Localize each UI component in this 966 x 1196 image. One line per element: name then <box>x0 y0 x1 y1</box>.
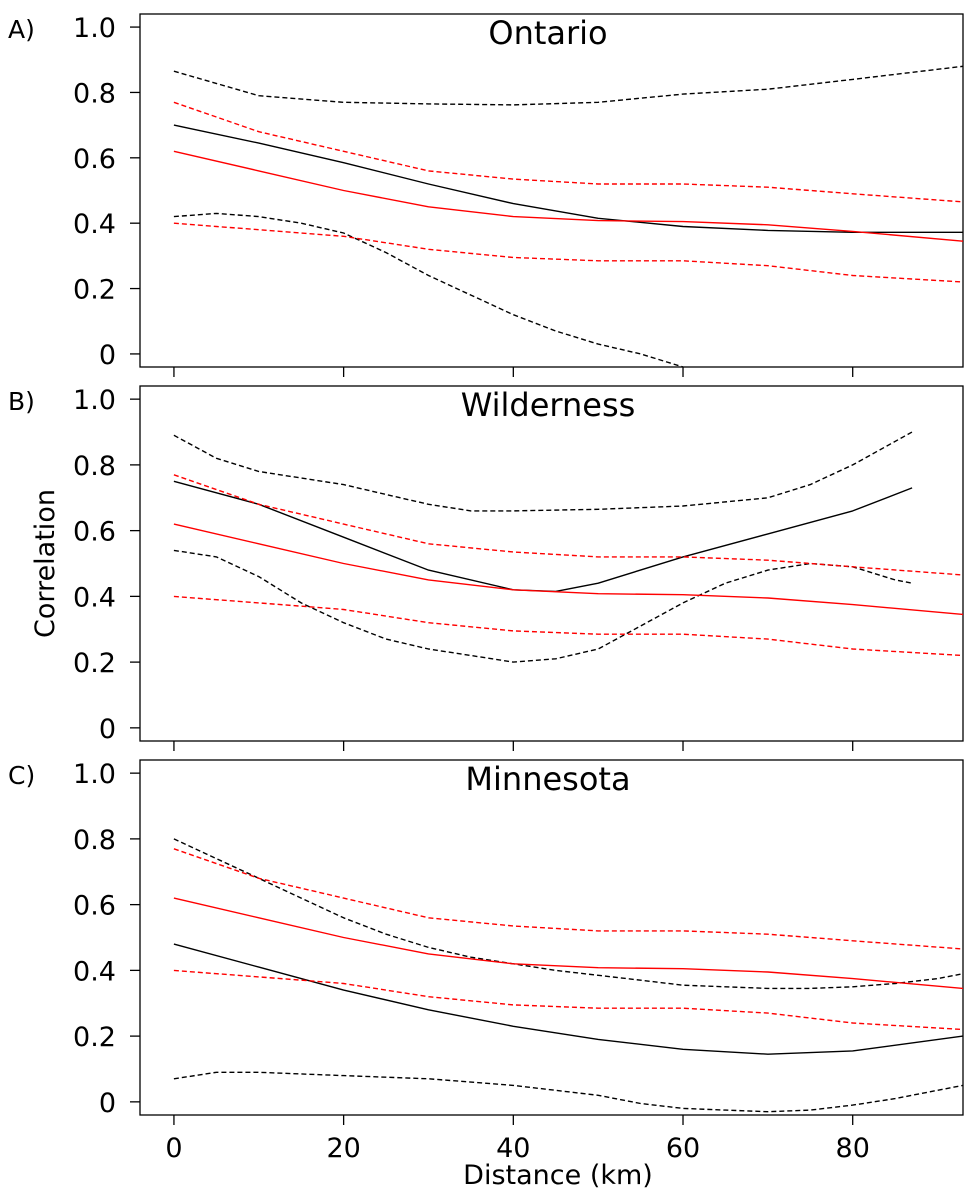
series-line-red-dashed-4 <box>173 848 963 950</box>
panel-0: 0 0.2 0.4 0.6 0.8 1.0 Ontario A) <box>8 13 964 377</box>
x-axis-title: Distance (km) <box>463 1160 653 1191</box>
y-tick-label: 1.0 <box>73 759 116 790</box>
y-tick-label: 0.8 <box>73 78 116 109</box>
y-axis-title: Correlation <box>30 489 61 638</box>
plot-frame <box>139 13 964 368</box>
series-line-black-dashed-1 <box>173 431 913 512</box>
y-tick-label: 0.6 <box>73 891 116 922</box>
series-line-red-dashed-5 <box>173 222 963 283</box>
series-line-red-dashed-5 <box>173 969 963 1031</box>
y-tick-label: 0.2 <box>73 648 116 679</box>
x-tick-label: 60 <box>666 1133 700 1164</box>
panel-label: C) <box>8 761 35 790</box>
x-tick-label: 0 <box>165 1133 182 1164</box>
plot-frame <box>139 385 964 742</box>
series-line-red-dashed-4 <box>173 101 963 203</box>
series-group <box>173 838 963 1113</box>
y-tick-label: 0.6 <box>73 144 116 175</box>
series-group <box>173 431 963 663</box>
y-tick-label: 0.8 <box>73 825 116 856</box>
panel-title: Minnesota <box>465 760 630 798</box>
panel-label: A) <box>8 15 35 44</box>
series-line-black-dashed-1 <box>173 65 963 106</box>
y-tick-label: 0 <box>99 714 116 745</box>
y-tick-label: 0.6 <box>73 517 116 548</box>
y-tick-label: 0.2 <box>73 275 116 306</box>
series-line-black-dashed-2 <box>173 212 684 367</box>
series-line-black-solid-0 <box>173 480 913 593</box>
panel-title: Ontario <box>488 14 607 52</box>
series-line-red-dashed-4 <box>173 474 963 576</box>
y-tick-label: 0 <box>99 1088 116 1119</box>
y-tick-label: 0.2 <box>73 1022 116 1053</box>
panel-1: 0 0.2 0.4 0.6 0.8 1.0 Wilderness B) Correlation <box>8 385 964 751</box>
x-tick-label: 20 <box>326 1133 360 1164</box>
series-line-red-solid-3 <box>173 523 963 616</box>
series-group <box>173 65 963 367</box>
y-tick-label: 1.0 <box>73 13 116 44</box>
y-tick-label: 0.4 <box>73 209 116 240</box>
y-tick-label: 0.8 <box>73 451 116 482</box>
series-line-red-solid-3 <box>173 897 963 990</box>
series-line-black-solid-0 <box>173 124 963 233</box>
y-tick-label: 1.0 <box>73 385 116 416</box>
plot-frame <box>139 759 964 1116</box>
series-line-black-solid-0 <box>173 943 963 1055</box>
series-line-red-dashed-5 <box>173 595 963 657</box>
series-line-black-dashed-2 <box>173 1071 963 1113</box>
y-tick-label: 0.4 <box>73 956 116 987</box>
x-tick-label: 80 <box>836 1133 870 1164</box>
y-tick-label: 0.4 <box>73 582 116 613</box>
series-line-red-solid-3 <box>173 150 963 242</box>
panel-label: B) <box>8 387 35 416</box>
series-line-black-dashed-1 <box>173 838 963 990</box>
panel-title: Wilderness <box>461 386 636 424</box>
series-line-black-dashed-2 <box>173 549 913 663</box>
y-tick-label: 0 <box>99 340 116 371</box>
x-tick-label: 40 <box>496 1133 530 1164</box>
panel-2: 0 0.2 0.4 0.6 0.8 1.0 0 20 40 60 80 Minnesota C) Dist… <box>8 759 964 1191</box>
